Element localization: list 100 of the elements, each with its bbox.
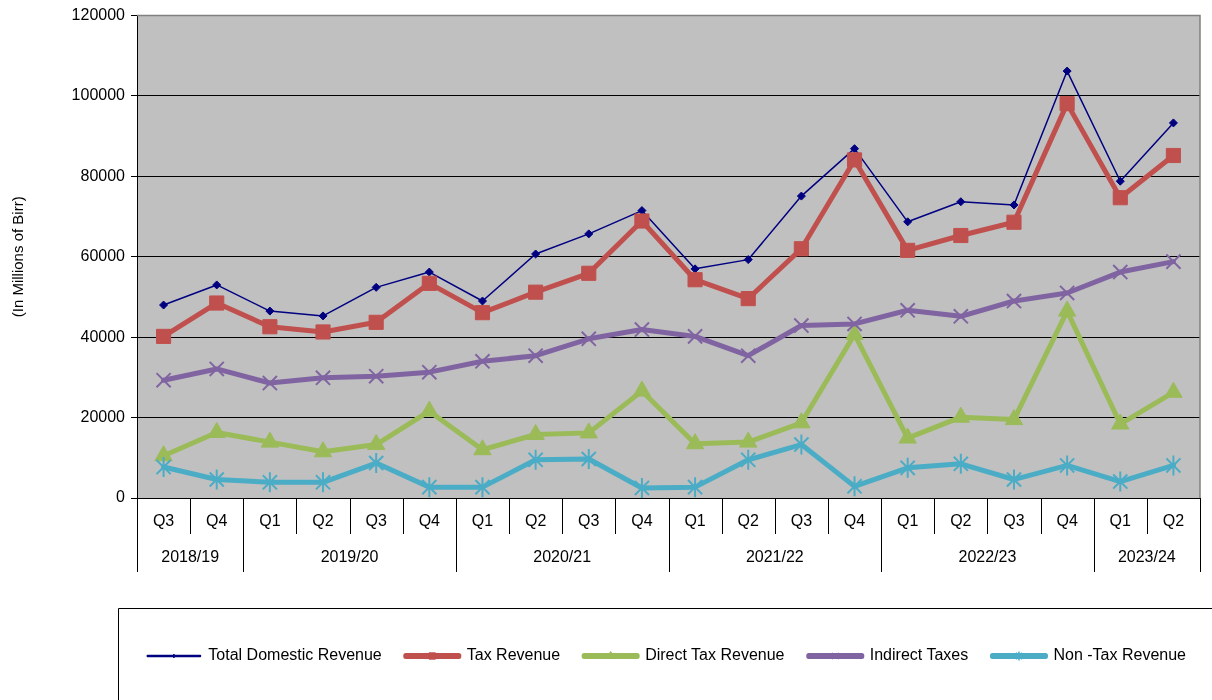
x-tick-label: Q1 xyxy=(897,512,919,530)
point xyxy=(421,275,437,291)
x-tick-label: Q2 xyxy=(737,512,759,530)
point xyxy=(740,449,756,470)
point xyxy=(899,302,916,319)
point xyxy=(477,296,487,306)
legend-label: Tax Revenue xyxy=(466,646,561,664)
text: 2020/21 xyxy=(533,548,592,566)
y-axis-title: (In Millions of Birr) xyxy=(9,196,27,318)
point xyxy=(1168,118,1178,128)
point xyxy=(527,347,544,364)
y-tick-label: 20000 xyxy=(80,408,126,426)
y-tick-label: 60000 xyxy=(80,247,126,265)
point xyxy=(1112,264,1129,281)
point xyxy=(796,191,806,201)
point xyxy=(900,242,916,258)
x-tick-label: Q3 xyxy=(152,512,175,530)
x-tick-label: Q3 xyxy=(1003,512,1025,530)
x-tick-label: Q4 xyxy=(843,512,866,530)
text: 2022/23 xyxy=(958,548,1017,566)
point xyxy=(793,434,810,455)
point xyxy=(318,311,328,321)
x-tick-label: Q3 xyxy=(790,512,813,530)
point xyxy=(1005,292,1023,310)
point xyxy=(159,300,169,310)
y-tick-label: 120000 xyxy=(71,6,126,24)
x-tick-label: Q2 xyxy=(312,512,334,530)
x-tick-label: Q3 xyxy=(578,512,600,530)
point xyxy=(262,472,278,493)
text: 2021/22 xyxy=(745,548,804,566)
x-tick-label: Q2 xyxy=(950,512,972,530)
text: 2023/24 xyxy=(1117,548,1176,566)
point xyxy=(687,272,703,288)
point xyxy=(1112,471,1129,492)
point xyxy=(1165,455,1182,476)
point xyxy=(474,353,491,370)
y-tick-label: 0 xyxy=(116,488,126,506)
point xyxy=(212,280,222,290)
point xyxy=(156,328,172,344)
point xyxy=(208,469,225,490)
point xyxy=(793,317,810,334)
point xyxy=(687,328,704,345)
point xyxy=(315,472,331,493)
point xyxy=(1059,455,1075,476)
point xyxy=(1006,214,1022,230)
point xyxy=(155,457,172,478)
legend-label: Total Domestic Revenue xyxy=(208,646,382,664)
point xyxy=(956,197,966,207)
point xyxy=(793,241,809,257)
x-tick-label: Q1 xyxy=(684,512,706,530)
point xyxy=(208,360,225,378)
point xyxy=(527,449,544,470)
x-tick-label: Q1 xyxy=(471,512,494,530)
point xyxy=(1062,66,1072,76)
x-tick-label: Q4 xyxy=(418,512,441,530)
point xyxy=(690,264,700,274)
point xyxy=(846,152,863,168)
legend-label: Non -Tax Revenue xyxy=(1053,646,1187,664)
point xyxy=(952,308,969,325)
point xyxy=(265,306,275,316)
point xyxy=(850,144,860,154)
point xyxy=(1165,253,1182,270)
y-tick-label: 100000 xyxy=(71,86,126,104)
y-tick-label: 80000 xyxy=(80,166,126,184)
text: 2019/20 xyxy=(320,548,379,566)
point xyxy=(371,282,381,292)
point xyxy=(474,477,491,498)
point xyxy=(155,372,172,389)
point xyxy=(209,295,225,311)
x-tick-label: Q3 xyxy=(365,512,387,530)
x-tick-label: Q2 xyxy=(524,512,547,530)
point xyxy=(1009,200,1019,210)
point xyxy=(531,249,541,259)
text: 2018/19 xyxy=(161,548,220,566)
point xyxy=(899,457,916,478)
point xyxy=(687,477,703,498)
point xyxy=(261,374,278,392)
point xyxy=(743,255,753,265)
point xyxy=(368,368,385,385)
point xyxy=(368,453,384,474)
point xyxy=(580,330,597,347)
point xyxy=(633,321,650,338)
point xyxy=(1059,284,1076,302)
x-tick-label: Q1 xyxy=(1109,512,1132,530)
x-tick-label: Q1 xyxy=(259,512,281,530)
y-tick-label: 40000 xyxy=(80,327,126,345)
point xyxy=(262,319,278,335)
point xyxy=(581,449,597,470)
point xyxy=(584,229,594,239)
point xyxy=(1115,176,1125,186)
point xyxy=(846,315,863,333)
point xyxy=(634,477,650,498)
point xyxy=(581,265,597,281)
point xyxy=(1165,147,1181,164)
point xyxy=(903,217,913,227)
point xyxy=(474,305,491,321)
point xyxy=(315,324,331,340)
point xyxy=(424,267,434,277)
point xyxy=(740,347,757,364)
point xyxy=(953,227,969,244)
